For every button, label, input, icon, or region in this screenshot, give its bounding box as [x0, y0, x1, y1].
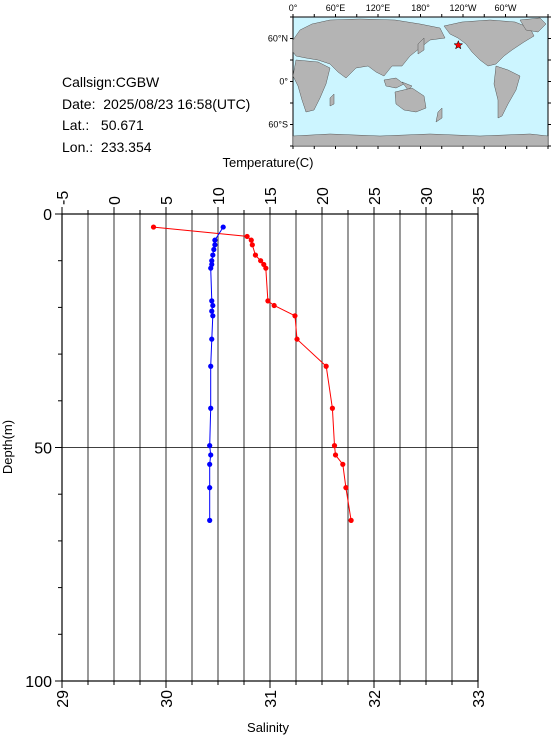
salinity-tick-label: 33	[471, 690, 488, 708]
salinity-point	[220, 224, 226, 230]
callsign-line: Callsign:CGBW	[62, 74, 160, 90]
depth-tick-label: 0	[43, 207, 52, 224]
axis-ticks	[55, 207, 479, 688]
depth-tick-label: 50	[34, 441, 52, 458]
salinity-point	[207, 517, 213, 523]
salinity-point	[210, 313, 216, 319]
salinity-point	[208, 363, 214, 369]
temperature-point	[271, 302, 277, 309]
temperature-point	[340, 461, 346, 467]
temperature-point	[263, 265, 269, 271]
salinity-point	[212, 237, 218, 243]
salinity-point	[210, 302, 216, 309]
temperature-point	[249, 242, 255, 248]
station-info: Callsign:CGBW Date: 2025/08/23 16:58(UTC…	[62, 72, 250, 158]
salinity-point	[208, 265, 214, 271]
salinity-point	[207, 485, 213, 491]
temperature-tick-label: 30	[419, 187, 436, 205]
temperature-point	[292, 313, 298, 319]
temperature-point	[248, 237, 254, 243]
temperature-tick-label: 20	[315, 187, 332, 205]
salinity-tick-label: 29	[55, 690, 72, 708]
temperature-tick-label: 25	[367, 187, 384, 205]
salinity-point	[212, 242, 218, 248]
salinity-point	[210, 252, 216, 258]
date-line: Date: 2025/08/23 16:58(UTC)	[62, 95, 251, 112]
temperature-point	[294, 336, 300, 342]
temperature-axis-title: Temperature(C)	[222, 155, 313, 170]
salinity-point	[209, 308, 215, 314]
salinity-point	[207, 461, 213, 467]
temperature-tick-label: 5	[159, 196, 176, 205]
depth-tick-label: 100	[25, 674, 52, 691]
salinity-point	[208, 452, 214, 458]
depth-axis-title: Depth(m)	[0, 420, 15, 474]
temperature-point	[258, 258, 264, 264]
temperature-tick-labels: -5 0 5 10 15 20 25 30 35	[55, 187, 488, 205]
salinity-tick-labels: 29 30 31 32 33	[55, 690, 488, 708]
temperature-tick-label: -5	[55, 191, 72, 205]
temperature-point	[348, 517, 354, 523]
temperature-point	[252, 252, 259, 258]
salinity-series	[207, 224, 226, 523]
salinity-point	[209, 258, 215, 264]
data-series	[150, 224, 354, 523]
depth-tick-labels: 0 50 100	[25, 207, 52, 691]
salinity-tick-label: 31	[263, 690, 280, 708]
temperature-point	[332, 452, 339, 458]
salinity-tick-label: 30	[159, 690, 176, 708]
salinity-tick-label: 32	[367, 690, 384, 708]
temperature-point	[244, 233, 250, 240]
salinity-point	[211, 246, 217, 253]
salinity-point	[207, 443, 213, 449]
lon-line: Lon.: 233.354	[62, 138, 152, 155]
temperature-point	[331, 443, 338, 449]
temperature-point	[150, 224, 157, 230]
salinity-axis-title: Salinity	[247, 720, 289, 735]
temperature-tick-label: 0	[107, 196, 124, 205]
temperature-tick-label: 10	[211, 187, 228, 205]
temperature-point	[265, 298, 271, 304]
salinity-point	[209, 336, 215, 342]
temperature-point	[343, 485, 349, 491]
temperature-point	[323, 363, 329, 369]
salinity-point	[208, 405, 214, 411]
temperature-series	[150, 224, 354, 523]
temperature-point	[329, 405, 335, 411]
temperature-tick-label: 35	[471, 187, 488, 205]
temperature-tick-label: 15	[263, 187, 280, 205]
salinity-point	[209, 298, 215, 304]
lat-line: Lat.: 50.671	[62, 117, 144, 133]
